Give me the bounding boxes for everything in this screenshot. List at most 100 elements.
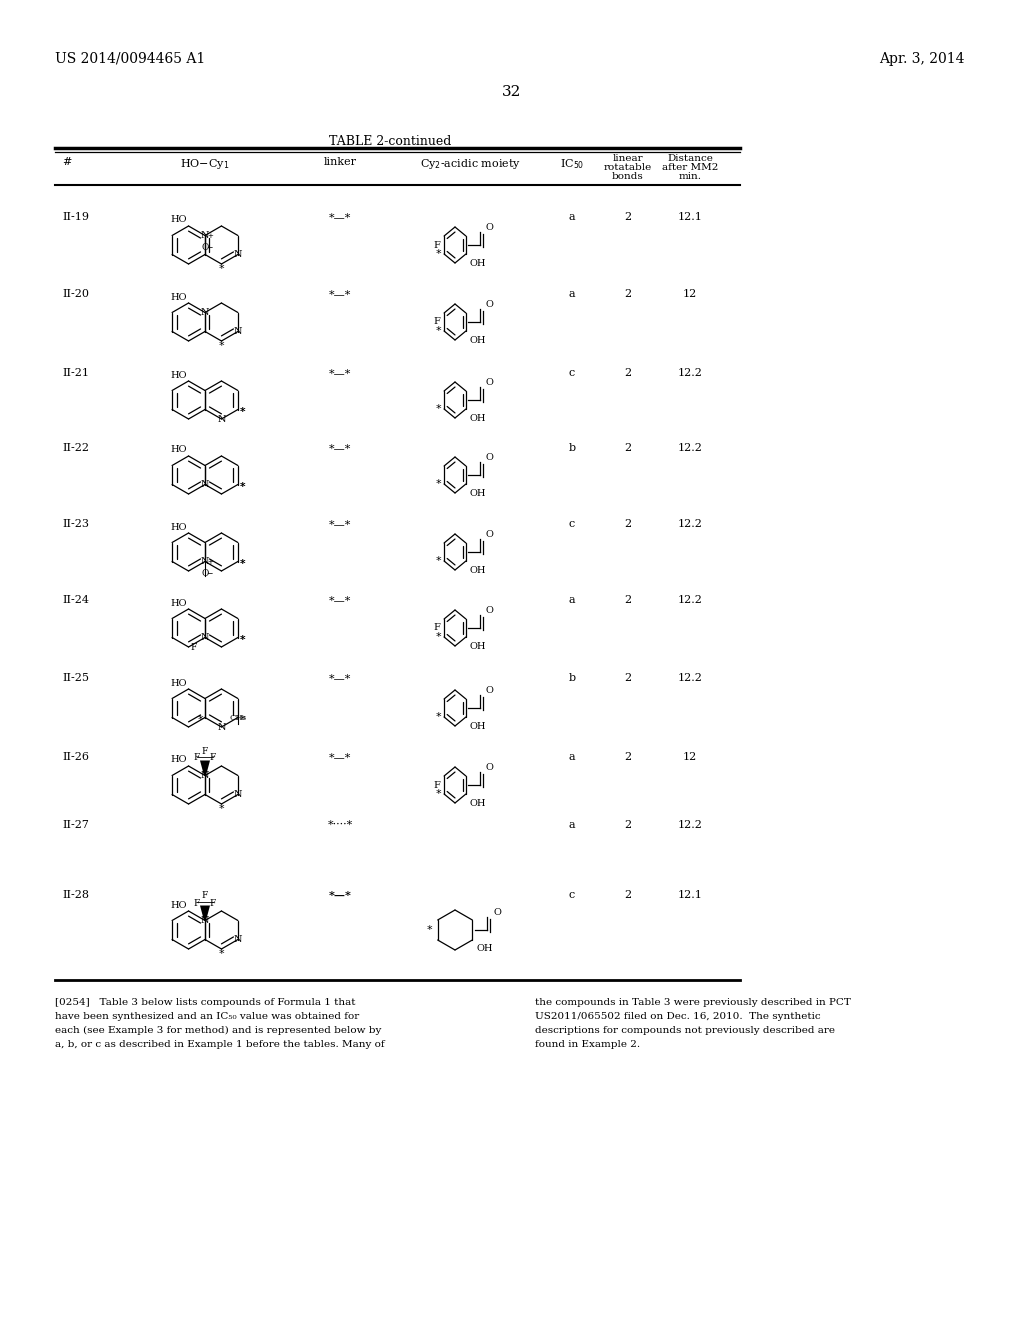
- Text: F: F: [202, 891, 208, 900]
- Text: US2011/065502 filed on Dec. 16, 2010.  The synthetic: US2011/065502 filed on Dec. 16, 2010. Th…: [535, 1012, 820, 1020]
- Text: b: b: [568, 673, 575, 682]
- Text: descriptions for compounds not previously described are: descriptions for compounds not previousl…: [535, 1026, 835, 1035]
- Text: N: N: [201, 308, 209, 317]
- Text: O: O: [485, 300, 494, 309]
- Text: found in Example 2.: found in Example 2.: [535, 1040, 640, 1049]
- Text: 2: 2: [625, 820, 632, 830]
- Text: N: N: [201, 231, 209, 240]
- Text: c: c: [569, 890, 575, 900]
- Text: F: F: [433, 780, 440, 789]
- Polygon shape: [200, 760, 210, 776]
- Text: c: c: [569, 519, 575, 529]
- Text: the compounds in Table 3 were previously described in PCT: the compounds in Table 3 were previously…: [535, 998, 851, 1007]
- Text: *: *: [240, 482, 245, 492]
- Text: O: O: [485, 378, 494, 387]
- Text: #: #: [62, 157, 72, 168]
- Text: *: *: [435, 479, 441, 488]
- Text: N: N: [201, 916, 209, 925]
- Text: min.: min.: [679, 172, 701, 181]
- Text: Distance: Distance: [667, 154, 713, 162]
- Text: +: +: [207, 560, 213, 565]
- Text: 12: 12: [683, 752, 697, 762]
- Text: CH₃: CH₃: [229, 714, 247, 722]
- Text: Cy$_2$-acidic moiety: Cy$_2$-acidic moiety: [420, 157, 520, 172]
- Text: 12.2: 12.2: [678, 673, 702, 682]
- Text: OH: OH: [469, 799, 485, 808]
- Text: II-28: II-28: [62, 890, 89, 900]
- Text: Apr. 3, 2014: Apr. 3, 2014: [880, 51, 965, 66]
- Text: *: *: [219, 949, 224, 960]
- Text: have been synthesized and an IC₅₀ value was obtained for: have been synthesized and an IC₅₀ value …: [55, 1012, 359, 1020]
- Text: each (see Example 3 for method) and is represented below by: each (see Example 3 for method) and is r…: [55, 1026, 381, 1035]
- Text: F: F: [202, 747, 208, 755]
- Text: OH: OH: [469, 414, 485, 422]
- Text: 2: 2: [625, 673, 632, 682]
- Text: 32: 32: [503, 84, 521, 99]
- Text: OH: OH: [469, 722, 485, 731]
- Text: F: F: [433, 318, 440, 326]
- Text: *—*: *—*: [329, 595, 351, 605]
- Text: 2: 2: [625, 890, 632, 900]
- Text: TABLE 2-continued: TABLE 2-continued: [329, 135, 452, 148]
- Text: c: c: [569, 368, 575, 378]
- Text: 2: 2: [625, 519, 632, 529]
- Text: 12.2: 12.2: [678, 820, 702, 830]
- Text: N: N: [217, 722, 225, 731]
- Text: *—*: *—*: [329, 890, 351, 902]
- Text: F: F: [194, 754, 200, 763]
- Text: linear: linear: [612, 154, 643, 162]
- Polygon shape: [200, 906, 210, 920]
- Text: HO: HO: [170, 523, 186, 532]
- Text: F: F: [433, 623, 440, 632]
- Text: 2: 2: [625, 213, 632, 222]
- Text: b: b: [568, 444, 575, 453]
- Text: OH: OH: [469, 259, 485, 268]
- Text: after MM2: after MM2: [662, 162, 718, 172]
- Text: linker: linker: [324, 157, 356, 168]
- Text: 2: 2: [625, 289, 632, 300]
- Text: II-22: II-22: [62, 444, 89, 453]
- Text: −: −: [206, 569, 212, 578]
- Text: *: *: [240, 407, 245, 417]
- Text: II-19: II-19: [62, 213, 89, 222]
- Text: −: −: [206, 243, 212, 252]
- Text: N: N: [201, 634, 209, 642]
- Text: O: O: [485, 763, 494, 772]
- Text: *: *: [219, 804, 224, 814]
- Text: *: *: [435, 711, 441, 722]
- Text: O: O: [485, 606, 494, 615]
- Text: *: *: [435, 326, 441, 337]
- Text: *—*: *—*: [329, 289, 351, 300]
- Text: F: F: [194, 899, 200, 908]
- Text: *—*: *—*: [329, 673, 351, 682]
- Text: *: *: [426, 925, 432, 935]
- Text: *: *: [198, 715, 204, 725]
- Text: HO: HO: [170, 900, 186, 909]
- Text: II-27: II-27: [62, 820, 89, 830]
- Text: *: *: [240, 558, 245, 569]
- Text: HO: HO: [170, 215, 186, 224]
- Text: *—*: *—*: [329, 368, 351, 378]
- Text: HO: HO: [170, 446, 186, 454]
- Text: HO$-$Cy$_1$: HO$-$Cy$_1$: [180, 157, 229, 172]
- Text: *: *: [435, 556, 441, 566]
- Text: *—*: *—*: [329, 519, 351, 529]
- Text: a: a: [568, 289, 575, 300]
- Text: *—*: *—*: [329, 213, 351, 222]
- Text: rotatable: rotatable: [604, 162, 652, 172]
- Text: *: *: [240, 635, 245, 645]
- Text: 2: 2: [625, 368, 632, 378]
- Text: 2: 2: [625, 444, 632, 453]
- Text: a: a: [568, 595, 575, 605]
- Text: a: a: [568, 213, 575, 222]
- Text: *: *: [219, 264, 224, 275]
- Text: N: N: [233, 935, 242, 944]
- Text: HO: HO: [170, 371, 186, 380]
- Text: O: O: [485, 531, 494, 539]
- Text: F: F: [433, 240, 440, 249]
- Text: O: O: [485, 686, 494, 696]
- Text: F: F: [210, 754, 216, 763]
- Text: *—*: *—*: [329, 444, 351, 453]
- Text: 12.2: 12.2: [678, 368, 702, 378]
- Text: a: a: [568, 820, 575, 830]
